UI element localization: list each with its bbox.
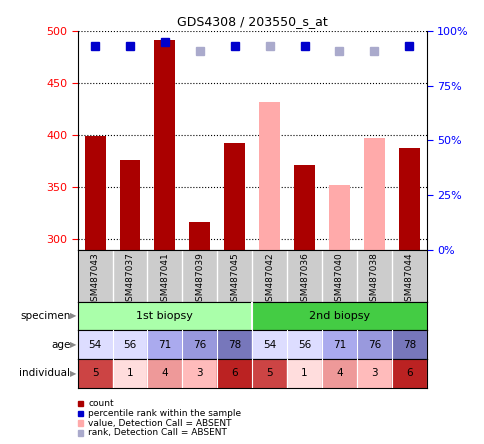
Text: individual: individual	[19, 368, 70, 378]
Text: 1: 1	[126, 368, 133, 378]
Text: GSM487039: GSM487039	[195, 252, 204, 307]
Text: 1: 1	[301, 368, 307, 378]
Text: 6: 6	[405, 368, 412, 378]
Text: GSM487041: GSM487041	[160, 252, 169, 307]
Text: rank, Detection Call = ABSENT: rank, Detection Call = ABSENT	[88, 428, 227, 437]
Bar	[147, 330, 182, 359]
Text: 3: 3	[370, 368, 377, 378]
Text: 2nd biopsy: 2nd biopsy	[308, 311, 369, 321]
Text: GSM487044: GSM487044	[404, 252, 413, 307]
Text: ▶: ▶	[70, 312, 76, 321]
Text: GSM487037: GSM487037	[125, 252, 134, 307]
Text: GSM487038: GSM487038	[369, 252, 378, 307]
Bar	[119, 160, 140, 250]
Text: 71: 71	[158, 340, 171, 349]
Text: 54: 54	[88, 340, 102, 349]
Text: ▶: ▶	[70, 340, 76, 349]
Text: 4: 4	[335, 368, 342, 378]
Text: 54: 54	[262, 340, 276, 349]
Text: 56: 56	[297, 340, 311, 349]
Bar	[112, 330, 147, 359]
Bar	[321, 359, 356, 388]
Text: 78: 78	[402, 340, 415, 349]
Text: percentile rank within the sample: percentile rank within the sample	[88, 409, 241, 418]
Text: 71: 71	[332, 340, 346, 349]
Bar	[287, 330, 321, 359]
Text: ▶: ▶	[70, 369, 76, 378]
Text: 56: 56	[123, 340, 136, 349]
Bar	[356, 330, 391, 359]
Bar	[217, 330, 252, 359]
Text: 5: 5	[266, 368, 272, 378]
Text: value, Detection Call = ABSENT: value, Detection Call = ABSENT	[88, 419, 231, 428]
Text: 76: 76	[193, 340, 206, 349]
Text: 6: 6	[231, 368, 238, 378]
Bar	[154, 40, 175, 250]
Text: 5: 5	[91, 368, 98, 378]
Bar	[77, 301, 252, 330]
Bar	[258, 102, 280, 250]
Text: GSM487045: GSM487045	[230, 252, 239, 307]
Text: GSM487043: GSM487043	[91, 252, 99, 307]
Bar	[182, 330, 217, 359]
Bar	[252, 330, 287, 359]
Bar	[328, 185, 349, 250]
Text: 78: 78	[227, 340, 241, 349]
Text: 76: 76	[367, 340, 380, 349]
Bar	[189, 222, 210, 250]
Bar	[224, 143, 245, 250]
Bar	[363, 138, 384, 250]
Bar	[147, 359, 182, 388]
Bar	[356, 359, 391, 388]
Text: GSM487036: GSM487036	[300, 252, 308, 307]
Text: 4: 4	[161, 368, 168, 378]
Text: specimen: specimen	[20, 311, 70, 321]
Bar	[182, 359, 217, 388]
Bar	[391, 330, 426, 359]
Title: GDS4308 / 203550_s_at: GDS4308 / 203550_s_at	[177, 16, 327, 28]
Bar	[217, 359, 252, 388]
Bar	[84, 136, 106, 250]
Bar	[252, 359, 287, 388]
Bar	[287, 359, 321, 388]
Bar	[77, 330, 112, 359]
Bar	[321, 330, 356, 359]
Bar	[252, 301, 426, 330]
Text: GSM487040: GSM487040	[334, 252, 343, 307]
Text: 1st biopsy: 1st biopsy	[136, 311, 193, 321]
Bar	[112, 359, 147, 388]
Text: GSM487042: GSM487042	[265, 252, 273, 307]
Text: 3: 3	[196, 368, 203, 378]
Text: age: age	[51, 340, 70, 349]
Bar	[77, 359, 112, 388]
Bar	[391, 359, 426, 388]
Text: count: count	[88, 399, 114, 408]
Bar	[293, 165, 315, 250]
Bar	[398, 148, 419, 250]
